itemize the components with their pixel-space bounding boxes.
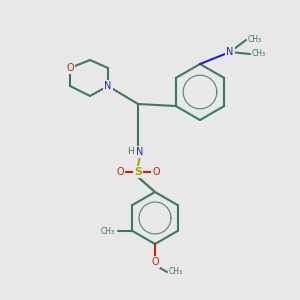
Text: O: O	[66, 63, 74, 73]
Text: CH₃: CH₃	[169, 268, 183, 277]
Text: CH₃: CH₃	[248, 34, 262, 43]
Text: H: H	[127, 148, 134, 157]
Text: O: O	[116, 167, 124, 177]
Text: CH₃: CH₃	[100, 226, 115, 236]
Text: O: O	[151, 257, 159, 267]
Text: N: N	[104, 81, 112, 91]
Text: N: N	[226, 47, 234, 57]
Text: N: N	[136, 147, 144, 157]
Text: CH₃: CH₃	[252, 50, 266, 58]
Text: O: O	[152, 167, 160, 177]
Text: S: S	[134, 167, 142, 177]
